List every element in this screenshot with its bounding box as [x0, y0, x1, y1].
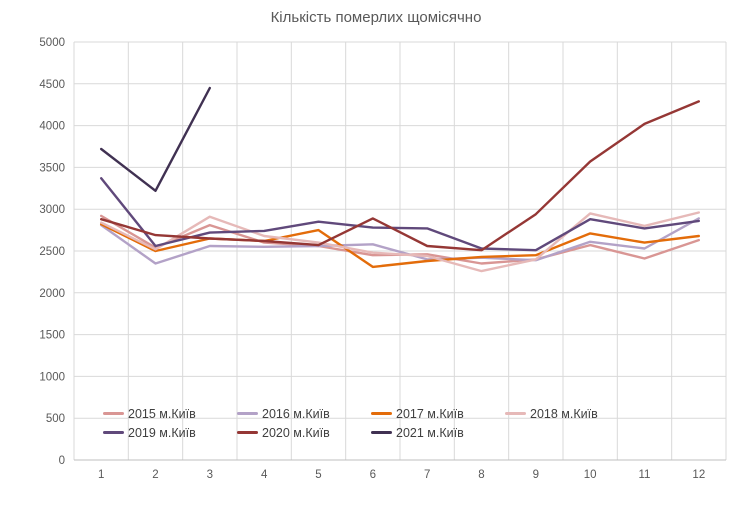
y-tick-label: 3500 [39, 162, 65, 174]
x-tick-label: 9 [533, 469, 539, 481]
x-tick-label: 12 [692, 469, 705, 481]
series-line-2019-м.Київ [100, 177, 700, 252]
y-tick-label: 500 [46, 413, 65, 425]
y-tick-label: 3000 [39, 204, 65, 216]
legend-label: 2016 м.Київ [262, 406, 330, 421]
legend-label: 2017 м.Київ [396, 406, 464, 421]
x-tick-label: 4 [261, 469, 268, 481]
x-tick-label: 1 [98, 469, 104, 481]
y-tick-label: 1500 [39, 330, 65, 342]
x-tick-label: 8 [478, 469, 484, 481]
legend-line-swatch [103, 431, 124, 434]
legend-line-swatch [505, 412, 526, 415]
x-tick-label: 7 [424, 469, 430, 481]
legend-label: 2015 м.Київ [128, 406, 196, 421]
y-tick-label: 4000 [39, 121, 65, 133]
y-tick-label: 2000 [39, 288, 65, 300]
legend-line-swatch [103, 412, 124, 415]
series-line-2018-м.Київ [100, 211, 700, 273]
legend-label: 2018 м.Київ [530, 406, 598, 421]
legend-item-2018-м.Київ: 2018 м.Київ [505, 406, 655, 421]
legend-item-2021-м.Київ: 2021 м.Київ [371, 425, 505, 440]
legend-item-2016-м.Київ: 2016 м.Київ [237, 406, 371, 421]
chart-legend: 2015 м.Київ 2016 м.Київ 2017 м.Київ 2018 м.… [103, 406, 655, 440]
legend-line-swatch [371, 431, 392, 434]
x-tick-label: 3 [207, 469, 213, 481]
legend-item-2015-м.Київ: 2015 м.Київ [103, 406, 237, 421]
y-tick-label: 1000 [39, 371, 65, 383]
y-tick-label: 4500 [39, 79, 65, 91]
x-tick-label: 11 [639, 469, 651, 481]
legend-item-2019-м.Київ: 2019 м.Київ [103, 425, 237, 440]
legend-item-2020-м.Київ: 2020 м.Київ [237, 425, 371, 440]
series-line-2020-м.Київ [100, 100, 700, 252]
series-line-2017-м.Київ [100, 223, 700, 269]
series-line-2016-м.Київ [100, 217, 700, 265]
series-line-2021-м.Київ [100, 86, 211, 192]
y-tick-label: 5000 [39, 37, 65, 49]
x-tick-label: 5 [315, 469, 321, 481]
y-tick-label: 2500 [39, 246, 65, 258]
legend-label: 2020 м.Київ [262, 425, 330, 440]
legend-line-swatch [237, 431, 258, 434]
y-tick-label: 0 [59, 455, 65, 467]
x-tick-label: 2 [152, 469, 158, 481]
legend-line-swatch [371, 412, 392, 415]
legend-item-2017-м.Київ: 2017 м.Київ [371, 406, 505, 421]
x-tick-label: 10 [584, 469, 597, 481]
legend-label: 2019 м.Київ [128, 425, 196, 440]
x-tick-label: 6 [370, 469, 376, 481]
legend-label: 2021 м.Київ [396, 425, 464, 440]
chart-title: Кількість померлих щомісячно [270, 9, 482, 26]
legend-line-swatch [237, 412, 258, 415]
